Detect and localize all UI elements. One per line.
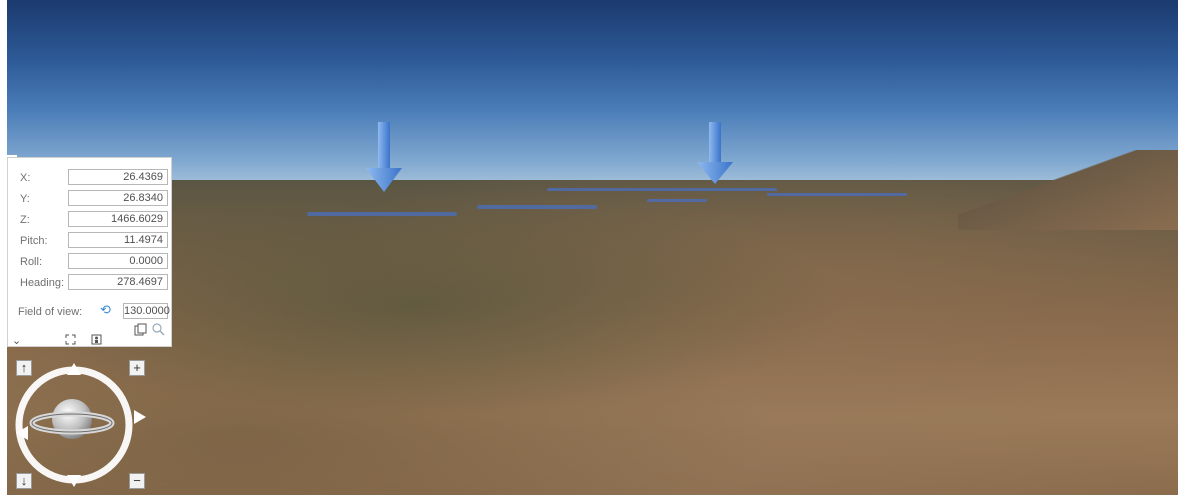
move-down-button[interactable]: ↓ xyxy=(16,473,32,489)
zoom-out-button[interactable]: − xyxy=(129,473,145,489)
camera-copy-icon[interactable] xyxy=(134,323,148,337)
fov-label: Field of view: xyxy=(18,306,83,318)
field-of-view-row: Field of view: ⟲ 130.0000 xyxy=(8,302,173,322)
terrain-ridge xyxy=(958,150,1178,230)
water-body xyxy=(547,188,777,191)
field-label: Y: xyxy=(20,193,30,205)
terrain xyxy=(7,180,1178,495)
water-body xyxy=(307,212,457,216)
camera-field-pitch: Pitch: 11.4974 xyxy=(8,231,173,251)
field-label: Pitch: xyxy=(20,235,48,247)
pitch-input[interactable]: 11.4974 xyxy=(68,232,168,248)
fov-input[interactable]: 130.0000 xyxy=(123,303,170,319)
location-marker-arrow-right[interactable] xyxy=(697,122,733,192)
y-input[interactable]: 26.8340 xyxy=(68,190,168,206)
search-icon[interactable] xyxy=(152,323,165,336)
field-label: X: xyxy=(20,172,31,184)
water-body xyxy=(767,193,907,196)
camera-properties-panel: X: 26.4369 Y: 26.8340 Z: 1466.6029 Pitch… xyxy=(7,157,172,347)
move-up-button[interactable]: ↑ xyxy=(16,360,32,376)
3d-viewport[interactable] xyxy=(7,0,1178,495)
field-label: Z: xyxy=(20,214,30,226)
navigation-compass[interactable] xyxy=(14,355,154,495)
person-view-icon[interactable] xyxy=(91,334,102,345)
water-body xyxy=(647,199,707,202)
zoom-in-button[interactable]: + xyxy=(129,360,145,376)
field-label: Roll: xyxy=(20,256,43,268)
heading-input[interactable]: 278.4697 xyxy=(68,274,168,290)
camera-field-roll: Roll: 0.0000 xyxy=(8,252,173,272)
x-input[interactable]: 26.4369 xyxy=(68,169,168,185)
field-label: Heading: xyxy=(20,277,65,289)
z-input[interactable]: 1466.6029 xyxy=(68,211,168,227)
roll-input[interactable]: 0.0000 xyxy=(68,253,168,269)
camera-field-x: X: 26.4369 xyxy=(8,168,173,188)
reset-icon[interactable]: ⟲ xyxy=(100,302,111,317)
fit-view-icon[interactable] xyxy=(65,334,76,345)
expand-down-icon[interactable]: ⌄ xyxy=(12,335,22,347)
camera-field-z: Z: 1466.6029 xyxy=(8,210,173,230)
location-marker-arrow-left[interactable] xyxy=(366,122,402,192)
water-body xyxy=(477,205,597,209)
camera-field-heading: Heading: 278.4697 xyxy=(8,273,173,293)
camera-field-y: Y: 26.8340 xyxy=(8,189,173,209)
